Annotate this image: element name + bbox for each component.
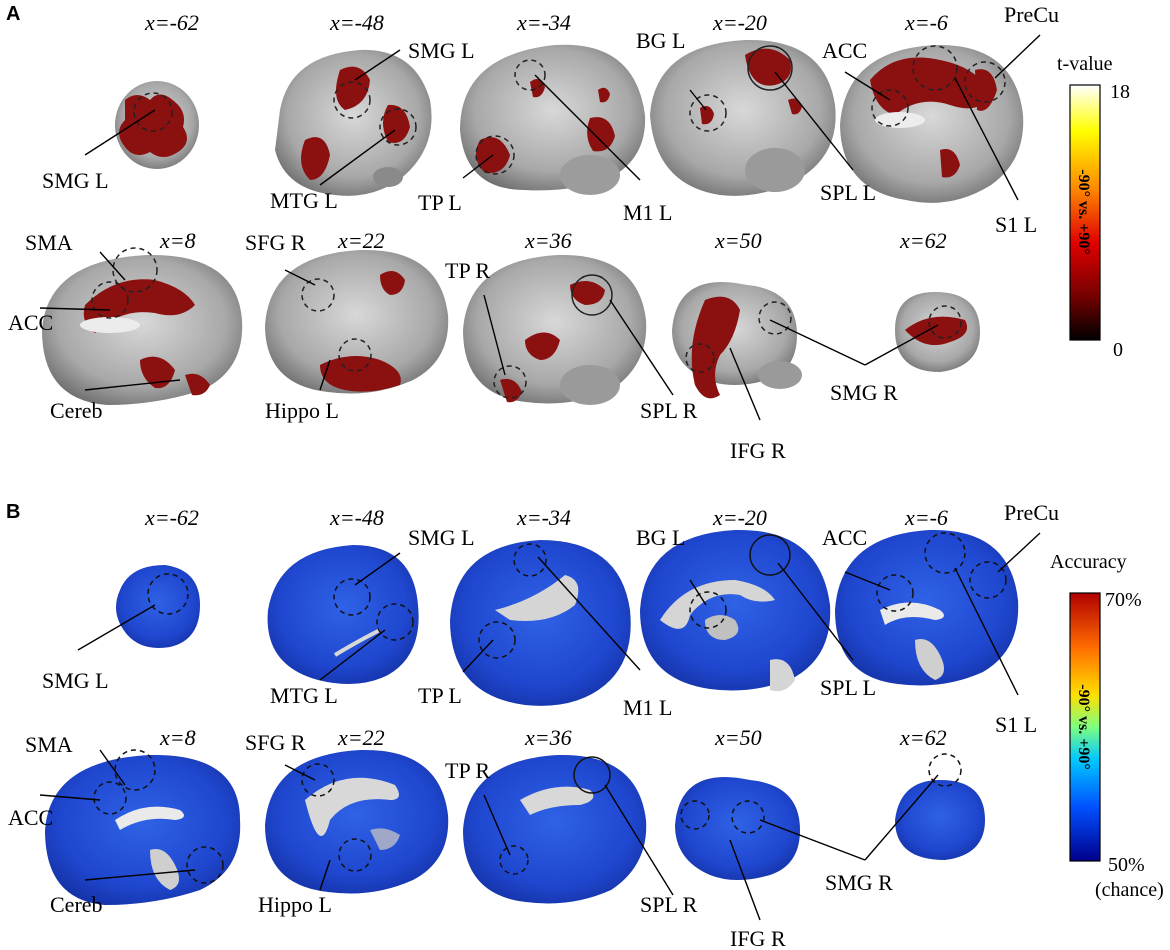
region-label: MTG L [270, 188, 338, 213]
region-label: SMG R [830, 380, 898, 405]
region-label: TP R [445, 758, 490, 783]
colorbar-min: 50% [1108, 854, 1145, 876]
brain-slice-a7 [265, 249, 449, 394]
slice-label: x=62 [899, 725, 947, 750]
region-label: Hippo L [265, 398, 339, 423]
brain-slice-a4 [650, 39, 836, 196]
brain-slice-b8 [463, 754, 647, 904]
colorbar-title: t-value [1057, 53, 1113, 75]
region-label: SMG L [42, 668, 109, 693]
slice-label: x=8 [159, 725, 196, 750]
slice-label: x=8 [159, 228, 196, 253]
region-label: S1 L [995, 712, 1037, 737]
brain-slice-b6 [45, 749, 241, 905]
slice-label: x=-34 [516, 10, 571, 35]
region-label: Hippo L [258, 892, 332, 917]
region-label: IFG R [730, 926, 786, 950]
brain-slice-a1 [115, 81, 199, 169]
brain-slice-b4 [640, 529, 831, 692]
region-label: PreCu [1004, 500, 1059, 525]
region-label: MTG L [270, 683, 338, 708]
slice-label: x=50 [714, 228, 762, 253]
region-label: BG L [636, 28, 686, 53]
slice-label: x=36 [524, 228, 572, 253]
slice-label: x=22 [337, 228, 385, 253]
colorbar-b: Accuracy 70% 50% (chance) -90° vs. +90° [1050, 551, 1164, 901]
region-label: M1 L [623, 200, 673, 225]
region-label: ACC [822, 38, 867, 63]
region-label: M1 L [623, 695, 673, 720]
colorbar-side-label: -90° vs. +90° [1075, 684, 1092, 769]
slice-label: x=-6 [904, 10, 948, 35]
region-label: SMA [25, 732, 73, 757]
slice-label: x=62 [899, 228, 947, 253]
pointer-lines-a [39, 34, 1041, 421]
region-label: Cereb [50, 398, 103, 423]
slice-label: x=-20 [712, 10, 767, 35]
region-label: SFG R [245, 230, 306, 255]
brain-slice-a9 [672, 282, 802, 399]
brain-slice-a8 [463, 254, 647, 405]
brain-slice-a2 [275, 49, 432, 196]
region-label: S1 L [995, 212, 1037, 237]
slice-label: x=-20 [712, 505, 767, 530]
brain-slice-b2 [267, 545, 419, 684]
region-label: SMG R [825, 870, 893, 895]
region-label: TP R [445, 258, 490, 283]
brain-slice-b3 [450, 540, 631, 706]
region-label: SMG L [42, 168, 109, 193]
region-label: PreCu [1004, 2, 1059, 27]
region-label: SMG L [408, 38, 475, 63]
brain-slice-b1 [116, 565, 200, 648]
region-label: TP L [418, 683, 462, 708]
colorbar-min-note: (chance) [1095, 879, 1164, 901]
brain-slice-b5 [835, 529, 1019, 686]
colorbar-a: t-value 18 0 -90° vs. +90° [1057, 53, 1130, 361]
region-label: IFG R [730, 438, 786, 463]
region-label: SMA [25, 230, 73, 255]
panel-b-letter: B [6, 501, 20, 523]
panel-a: A x=-62 x=-48 x=-34 x=-20 x=-6 x=8 x=22 … [6, 2, 1130, 463]
slice-label: x=-62 [144, 10, 199, 35]
panel-a-letter: A [6, 3, 20, 25]
slice-label: x=50 [714, 725, 762, 750]
slice-label: x=-62 [144, 505, 199, 530]
slice-label: x=-48 [329, 505, 384, 530]
pointer-lines-b [39, 532, 1041, 921]
slice-label: x=-6 [904, 505, 948, 530]
region-label: TP L [418, 190, 462, 215]
region-label: SMG L [408, 525, 475, 550]
colorbar-title: Accuracy [1050, 551, 1127, 573]
region-label: SPL R [640, 892, 698, 917]
brain-slice-a3 [460, 44, 646, 195]
brain-slice-b10 [895, 753, 985, 860]
region-label: Cereb [50, 892, 103, 917]
colorbar-side-label: -90° vs. +90° [1075, 169, 1092, 254]
brain-slice-a5 [840, 44, 1024, 203]
colorbar-max: 18 [1110, 81, 1130, 103]
slice-label: x=-34 [516, 505, 571, 530]
region-label: SPL R [640, 398, 698, 423]
brain-slice-b9 [675, 777, 800, 880]
region-label: SFG R [245, 730, 306, 755]
region-label: ACC [8, 310, 53, 335]
colorbar-min: 0 [1113, 339, 1123, 361]
region-label: SPL L [820, 180, 876, 205]
region-label: ACC [822, 525, 867, 550]
region-label: SPL L [820, 675, 876, 700]
colorbar-max: 70% [1105, 589, 1142, 611]
brain-slice-a6 [42, 247, 243, 405]
slice-label: x=-48 [329, 10, 384, 35]
brain-slice-b7 [265, 749, 449, 894]
panel-b: B x=-62 x=-48 x=-34 x=-20 x=-6 x=8 x=22 … [6, 500, 1164, 950]
brain-slice-a10 [895, 292, 980, 372]
slice-label: x=36 [524, 725, 572, 750]
slice-label: x=22 [337, 725, 385, 750]
region-label: ACC [8, 805, 53, 830]
region-label: BG L [636, 525, 686, 550]
